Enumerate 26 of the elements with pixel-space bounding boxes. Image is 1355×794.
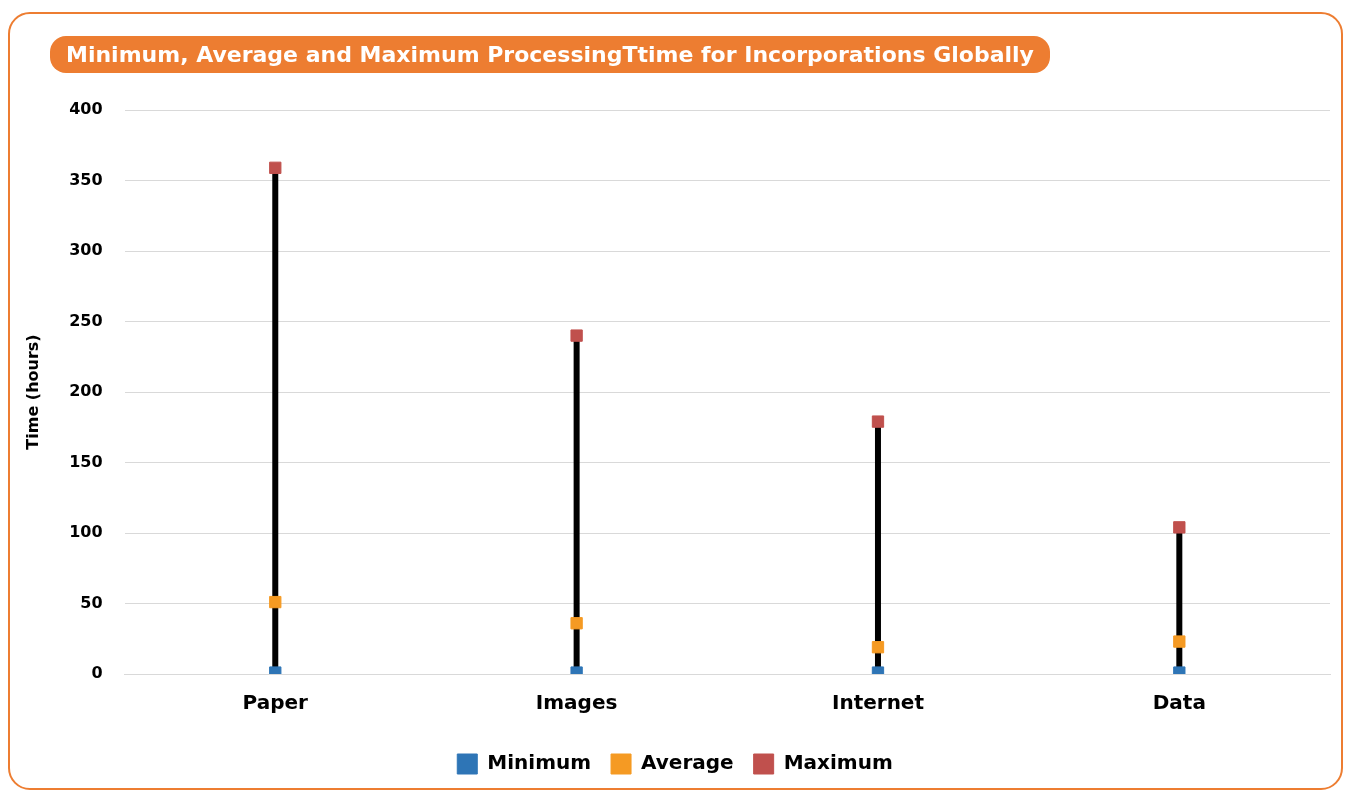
y-tick-label: 350 bbox=[69, 169, 103, 189]
y-tick-label: 400 bbox=[69, 99, 103, 119]
y-axis-title: Time (hours) bbox=[22, 334, 42, 450]
point bbox=[269, 595, 282, 609]
point bbox=[1173, 521, 1186, 534]
point bbox=[1173, 635, 1186, 648]
legend-label: Minimum bbox=[487, 750, 592, 775]
point bbox=[871, 641, 885, 654]
y-tick-label: 300 bbox=[69, 240, 103, 260]
x-tick-label: Images bbox=[535, 690, 618, 715]
legend-label: Average bbox=[641, 750, 734, 775]
y-tick-label: 250 bbox=[69, 310, 103, 330]
y-tick-label: 50 bbox=[80, 592, 103, 612]
point bbox=[871, 415, 885, 428]
chart-title: Minimum, Average and Maximum ProcessingTtime for Incorporations Globally bbox=[50, 36, 1050, 73]
x-tick-label: Paper bbox=[242, 690, 309, 715]
point bbox=[570, 617, 583, 630]
y-tick-label: 200 bbox=[69, 381, 103, 401]
point bbox=[269, 161, 282, 174]
legend-label: Maximum bbox=[783, 750, 893, 775]
y-tick-label: 0 bbox=[91, 663, 103, 683]
y-tick-label: 100 bbox=[69, 522, 103, 542]
point bbox=[570, 329, 583, 342]
y-tick-label: 150 bbox=[69, 451, 103, 471]
x-tick-label: Data bbox=[1152, 690, 1206, 715]
x-tick-label: Internet bbox=[831, 690, 925, 715]
